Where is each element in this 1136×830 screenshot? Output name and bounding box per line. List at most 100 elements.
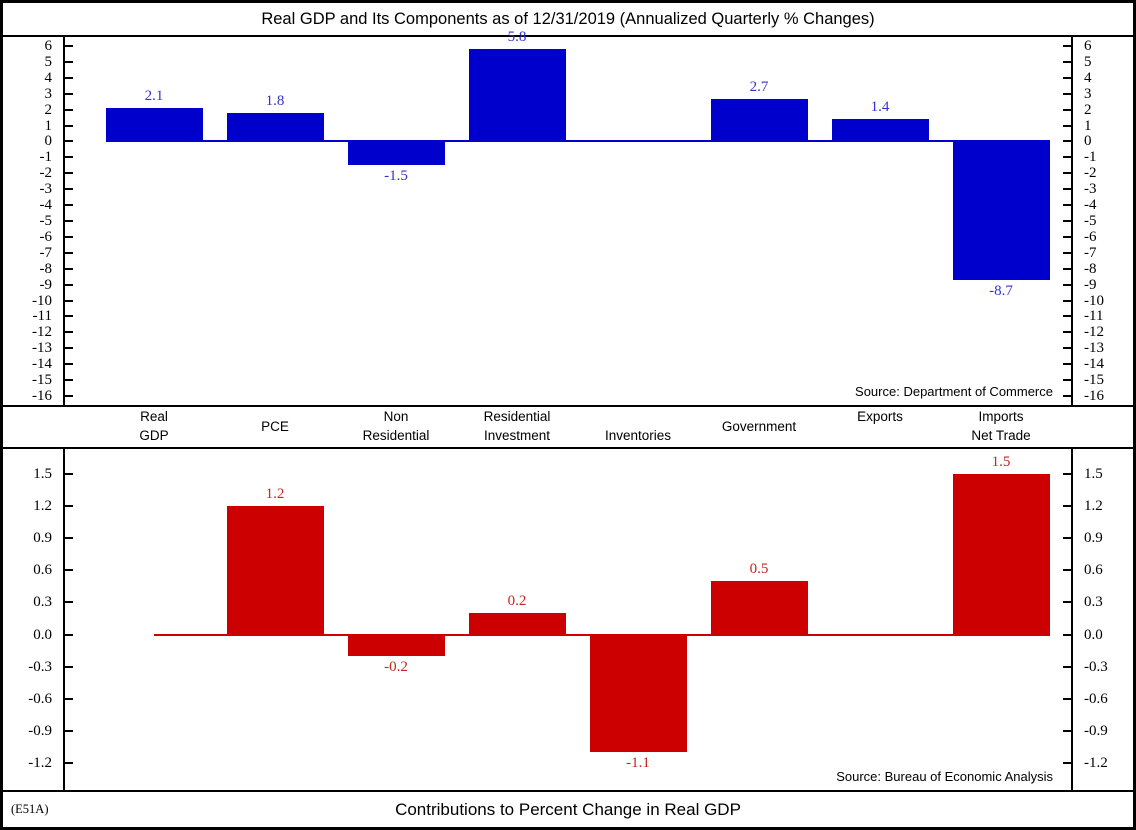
value-label-government: 2.7 (749, 78, 769, 95)
category-label-non-residential: Non Residential (331, 407, 461, 447)
y-tick-label: -0.9 (1084, 722, 1108, 739)
source-label: Source: Bureau of Economic Analysis (836, 769, 1053, 784)
bar-non-residential (347, 141, 445, 166)
y-tick-mark (65, 697, 73, 700)
y-tick-mark (65, 172, 73, 175)
y-tick-mark (1063, 188, 1071, 191)
y-tick-mark (65, 108, 73, 111)
top-chart-title: Real GDP and Its Components as of 12/31/… (3, 3, 1133, 37)
y-tick-mark (65, 762, 73, 764)
y-tick-mark (65, 267, 73, 270)
y-tick-label: -6 (1084, 228, 1097, 245)
y-tick-label: 4 (44, 69, 53, 86)
y-tick-label: -16 (32, 388, 52, 404)
bottom-left-y-axis: 1.5 1.2 0.9 0.6 0.3 0.0 -0.3 -0.6 -0.9 -1.2 (3, 449, 65, 790)
y-tick-mark (1063, 251, 1071, 254)
top-left-y-axis: 6 5 4 3 2 1 0 -1 -2 -3 -4 -5 -6 -7 -8 -9 -10 -11 -12 -13 -14… (3, 37, 65, 405)
category-label-line: Investment (483, 428, 551, 443)
y-tick-label: -2 (1084, 165, 1097, 182)
bar-government (710, 98, 808, 142)
value-label-pce: 1.8 (265, 92, 285, 109)
y-tick-label: 3 (1084, 85, 1092, 102)
y-tick-label: -11 (32, 308, 52, 325)
y-tick-label: 0.6 (33, 562, 52, 579)
value-label-non-residential: -1.5 (384, 168, 408, 185)
y-tick-mark (1063, 60, 1071, 63)
category-label-exports: Exports (815, 407, 945, 447)
y-tick-mark (1063, 395, 1071, 397)
category-label-line: Government (721, 418, 797, 434)
y-tick-label: -12 (32, 324, 52, 341)
y-tick-label: -10 (1084, 292, 1104, 309)
y-tick-mark (1063, 633, 1071, 636)
y-tick-mark (65, 235, 73, 238)
y-tick-mark (1063, 124, 1071, 127)
value-label-residential-investment: 0.2 (507, 593, 527, 610)
category-label-pce: PCE (210, 407, 340, 447)
y-tick-mark (1063, 379, 1071, 382)
category-label-line: PCE (261, 418, 289, 434)
footer-bar: (E51A) Contributions to Percent Change i… (3, 792, 1133, 827)
bottom-chart-title: Contributions to Percent Change in Real … (395, 800, 741, 819)
y-tick-label: -4 (39, 197, 53, 214)
y-tick-mark (65, 188, 73, 191)
y-tick-label: 0.0 (1084, 626, 1103, 643)
category-label-line: GDP (139, 428, 169, 443)
y-tick-mark (65, 473, 73, 475)
y-tick-label: 4 (1084, 69, 1092, 86)
category-label-line: Non (383, 409, 409, 424)
y-tick-mark (1063, 108, 1071, 111)
y-tick-label: 0.3 (1084, 594, 1103, 611)
value-label-residential-investment: 5.8 (507, 29, 527, 46)
bottom-right-y-axis: 1.5 1.2 0.9 0.6 0.3 0.0 -0.3 -0.6 -0.9 -1.2 (1071, 449, 1133, 790)
y-tick-mark (1063, 267, 1071, 270)
y-tick-mark (1063, 172, 1071, 175)
y-tick-label: 1.5 (1084, 466, 1103, 482)
y-tick-label: -14 (32, 356, 52, 373)
y-tick-label: -0.3 (28, 658, 52, 675)
y-tick-mark (1063, 347, 1071, 350)
y-tick-label: -8 (1084, 260, 1097, 277)
y-tick-mark (1063, 283, 1071, 286)
y-tick-label: 0.6 (1084, 562, 1103, 579)
y-tick-label: -5 (39, 213, 53, 229)
y-tick-mark (1063, 697, 1071, 700)
bar-inventories (589, 634, 687, 753)
y-tick-mark (65, 140, 73, 143)
y-tick-mark (65, 299, 73, 302)
y-tick-mark (65, 45, 73, 47)
y-tick-mark (1063, 363, 1071, 366)
y-tick-label: 0 (44, 133, 53, 150)
bar-government (710, 581, 808, 635)
y-tick-label: -8 (39, 260, 53, 277)
category-label-line: Real (140, 409, 168, 424)
y-tick-mark (1063, 729, 1071, 732)
top-right-y-axis: 6 5 4 3 2 1 0 -1 -2 -3 -4 -5 -6 -7 -8 -9 -10 -11 -12 -13 -14… (1071, 37, 1133, 405)
y-tick-label: 2 (44, 101, 53, 118)
y-tick-mark (65, 60, 73, 63)
category-label-line: Net Trade (971, 428, 1031, 443)
y-tick-mark (65, 76, 73, 79)
category-label-line: Residential (483, 409, 551, 424)
top-chart-panel: 6 5 4 3 2 1 0 -1 -2 -3 -4 -5 -6 -7 -8 -9 -10 -11 -12 -13 -14… (3, 29, 1133, 407)
category-label-inventories: Inventories (573, 407, 703, 447)
y-tick-label: 5 (44, 53, 53, 70)
y-tick-mark (65, 569, 73, 572)
y-tick-mark (1063, 665, 1071, 668)
y-tick-mark (65, 347, 73, 350)
y-tick-mark (65, 251, 73, 254)
y-tick-mark (65, 601, 73, 604)
y-tick-mark (1063, 505, 1071, 508)
y-tick-mark (65, 633, 73, 636)
bar-imports-net-trade (952, 141, 1050, 280)
y-tick-mark (65, 537, 73, 540)
bar-residential-investment (468, 613, 566, 635)
bar-non-residential (347, 634, 445, 656)
y-tick-mark (65, 665, 73, 668)
y-tick-mark (65, 331, 73, 334)
y-tick-mark (1063, 331, 1071, 334)
value-label-government: 0.5 (749, 561, 769, 578)
y-tick-label: -13 (1084, 340, 1104, 357)
y-tick-label: -15 (32, 372, 52, 389)
